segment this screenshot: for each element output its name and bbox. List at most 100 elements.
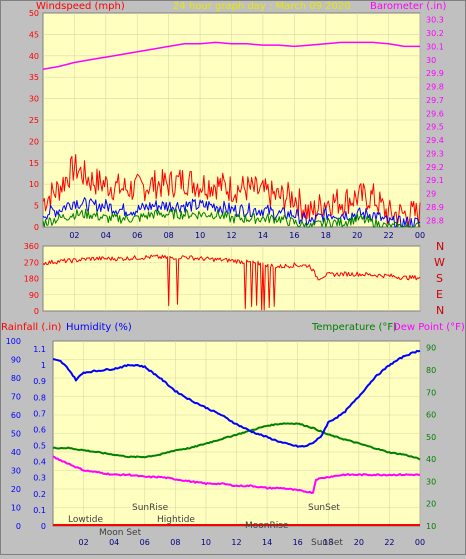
humidity-y-tick-label: 20 (11, 485, 21, 494)
humidity-grid (53, 341, 421, 526)
wind-x-tick-label: 18 (321, 231, 331, 240)
wind-avg-series (42, 197, 421, 228)
wind-y-ticks: 0 5 10 15 20 25 30 35 40 45 50 (29, 9, 39, 232)
rain-y-tick-label: 0.6 (33, 425, 46, 434)
barometer-y-tick-label: 30 (426, 56, 436, 65)
barometer-y-tick-label: 30.1 (426, 42, 444, 51)
direction-grid (43, 246, 421, 311)
humidity-x-ticks: 02 04 06 08 10 12 14 16 18 20 22 00 (78, 538, 425, 547)
temperature-y-tick-label: 20 (426, 500, 436, 509)
wind-y-tick-label: 20 (29, 137, 39, 146)
wind-y-tick-label: 10 (29, 180, 39, 189)
humidity-x-tick-label: 20 (354, 538, 364, 547)
direction-y-ticks: 0 90 180 270 360 (24, 242, 39, 316)
rain-y-tick-label: 1 (41, 361, 46, 370)
barometer-y-ticks: 28.8 28.9 29 29.1 29.2 29.3 29.4 29.5 29.6 29.7 29… (426, 16, 444, 226)
wind-y-tick-label: 25 (29, 116, 39, 125)
barometer-series (42, 41, 420, 70)
temperature-y-tick-label: 40 (426, 455, 436, 464)
humidity-y-tick-label: 50 (11, 430, 21, 439)
wind-y-tick-label: 35 (29, 73, 39, 82)
wind-y-tick-label: 45 (29, 30, 39, 39)
wind-grid (43, 13, 421, 227)
temperature-y-tick-label: 80 (426, 366, 436, 375)
barometer-y-tick-label: 29 (426, 190, 436, 199)
rain-y-tick-label: 0.7 (33, 409, 46, 418)
wind-y-tick-label: 30 (29, 95, 39, 104)
barometer-y-tick-label: 30.3 (426, 16, 444, 25)
humidity-x-tick-label: 06 (140, 538, 150, 547)
wind-x-tick-label: 06 (132, 231, 142, 240)
wind-x-tick-label: 22 (383, 231, 393, 240)
wind-direction-panel: 0 90 180 270 360 N W S E N (24, 240, 445, 317)
humidity-y-tick-label: 30 (11, 467, 21, 476)
direction-y-tick-label: 90 (29, 291, 39, 300)
humidity-x-tick-label: 04 (109, 538, 119, 547)
barometer-y-tick-label: 29.9 (426, 69, 444, 78)
event-sunset: SunSet (308, 503, 340, 513)
humidity-x-tick-label: 10 (201, 538, 211, 547)
barometer-y-tick-label: 29.8 (426, 83, 444, 92)
temperature-y-tick-label: 90 (426, 344, 436, 353)
event-sunrise: SunRise (132, 503, 169, 513)
humidity-x-tick-label: 02 (78, 538, 88, 547)
humidity-y-tick-label: 80 (11, 374, 21, 383)
humidity-x-tick-label: 08 (170, 538, 180, 547)
humidity-y-tick-label: 60 (11, 411, 21, 420)
wind-x-tick-label: 02 (69, 231, 79, 240)
dewpoint-label: Dew Point (°F) (393, 322, 465, 333)
event-lowtide: Lowtide (68, 515, 103, 525)
compass-n-bottom: N (436, 304, 444, 317)
humidity-temperature-panel: 0 0.1 0.2 0.3 0.4 0.5 0.6 0.7 0.8 0.9 1 1.1 0 10 20 30… (6, 337, 436, 548)
graph-title: 24 hour graph day : March 09 2020 (173, 1, 351, 12)
rain-y-tick-label: 0.5 (33, 442, 46, 451)
wind-gust-series (42, 154, 421, 228)
wind-x-tick-label: 16 (289, 231, 299, 240)
wind-y-tick-label: 50 (29, 9, 39, 18)
rain-y-tick-label: 1.1 (33, 345, 46, 354)
humidity-x-tick-label: 12 (231, 538, 241, 547)
wind-x-tick-label: 08 (164, 231, 174, 240)
humidity-y-tick-label: 90 (11, 356, 21, 365)
direction-y-tick-label: 270 (24, 258, 39, 267)
humidity-x-tick-label: 00 (415, 538, 425, 547)
direction-series (42, 254, 421, 311)
rain-y-tick-label: 0.4 (33, 458, 46, 467)
humidity-label: Humidity (%) (66, 322, 132, 333)
wind-series (42, 41, 421, 228)
temperature-y-tick-label: 30 (426, 477, 436, 486)
wind-x-tick-label: 00 (415, 231, 425, 240)
humidity-x-tick-label: 16 (293, 538, 303, 547)
temperature-y-tick-label: 50 (426, 433, 436, 442)
temperature-y-tick-label: 70 (426, 388, 436, 397)
event-hightide: Hightide (157, 515, 195, 525)
wind-x-tick-label: 14 (258, 231, 268, 240)
dewpoint-series (52, 455, 421, 494)
compass-s: S (436, 272, 443, 285)
temperature-series (52, 422, 421, 461)
barometer-y-tick-label: 29.7 (426, 96, 444, 105)
event-sunset-bottom: SunSet (311, 538, 343, 548)
wind-x-tick-label: 20 (352, 231, 362, 240)
barometer-y-tick-label: 30.2 (426, 29, 444, 38)
rain-y-tick-label: 0.8 (33, 393, 46, 402)
humidity-series (52, 349, 421, 448)
rain-y-tick-label: 0.9 (33, 377, 46, 386)
barometer-y-tick-label: 29.5 (426, 123, 444, 132)
rainfall-label: Rainfall (.in) (1, 322, 62, 333)
wind-x-tick-label: 04 (101, 231, 111, 240)
event-moonrise: MoonRise (245, 521, 289, 531)
wind-y-tick-label: 5 (34, 202, 39, 211)
wind-y-tick-label: 15 (29, 159, 39, 168)
humidity-x-tick-label: 18 (323, 538, 333, 547)
barometer-y-tick-label: 28.8 (426, 216, 444, 225)
barometer-y-tick-label: 28.9 (426, 203, 444, 212)
event-moonset: Moon Set (99, 528, 142, 538)
temperature-y-tick-label: 10 (426, 522, 436, 531)
compass-w: W (434, 256, 445, 269)
direction-y-tick-label: 360 (24, 242, 39, 251)
barometer-y-tick-label: 29.2 (426, 163, 444, 172)
temperature-y-tick-label: 60 (426, 411, 436, 420)
